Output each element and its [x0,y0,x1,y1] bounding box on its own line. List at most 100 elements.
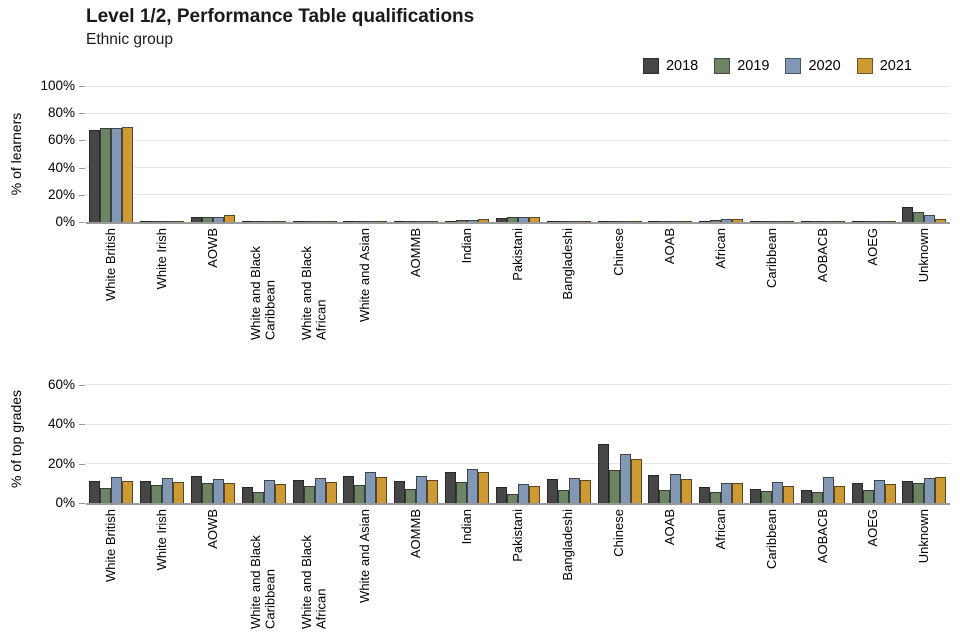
bar-top-grades-2021 [579,480,591,503]
bar-learners-2019 [252,220,264,222]
bar-top-grades-2018 [749,489,761,503]
x-label-top-grades-white-and-black-caribbean: White and Black Caribbean [248,535,278,629]
bar-top-grades-2021 [782,486,794,503]
bar-learners-2018 [597,221,609,222]
bar-top-grades-2020 [822,477,834,503]
x-label-cell-top-grades: White British [86,509,137,631]
y-tick-learners-60 [79,140,85,142]
bar-learners-2021 [427,220,439,222]
x-label-top-grades-indian: Indian [458,509,474,545]
x-label-cell-learners: Indian [442,228,493,342]
bar-learners-2021 [478,219,490,222]
bar-top-grades-2018 [800,490,812,503]
x-label-learners-bangladeshi: Bangladeshi [560,228,576,300]
bar-top-grades-2018 [191,476,203,503]
bar-learners-2020 [619,221,631,222]
x-label-top-grades-aoeg: AOEG [865,509,881,547]
x-label-cell-top-grades: AOWB [188,509,239,631]
bar-top-grades-2020 [365,472,377,503]
bar-learners-2019 [862,221,874,222]
bar-group-learners-african [696,86,747,222]
y-tick-label-learners-40: 40% [47,159,75,175]
bar-group-learners-caribbean [747,86,798,222]
x-axis-labels-top-grades: White British White Irish AOWB White and Bl… [86,509,950,631]
bar-group-learners-white-irish [137,86,188,222]
y-tick-learners-20 [79,194,85,196]
bar-learners-2019 [456,219,468,222]
bar-learners-2018 [140,221,152,222]
bar-group-top-grades-white-and-black-african [289,375,340,503]
x-label-cell-learners: Chinese [594,228,645,342]
bar-group-top-grades-aoab [645,375,696,503]
bar-learners-2018 [800,221,812,222]
bar-learners-2018 [343,220,355,222]
bar-learners-2018 [191,216,203,222]
bar-top-grades-2020 [263,480,275,503]
bar-group-top-grades-white-and-asian [340,375,391,503]
plot-top-grades [86,375,950,505]
page-title: Level 1/2, Performance Table qualificati… [86,6,475,27]
x-label-learners-chinese: Chinese [611,228,627,276]
x-label-cell-top-grades: AOAB [645,509,696,631]
x-label-learners-white-and-black-caribbean: White and Black Caribbean [248,246,278,340]
bar-learners-2020 [670,221,682,222]
bar-top-grades-2021 [325,482,337,503]
bar-learners-2020 [568,220,580,222]
bar-learners-2019 [100,128,112,222]
legend-item-2020: 2020 [785,58,841,74]
bar-learners-2021 [884,220,896,222]
bar-learners-2021 [935,218,947,222]
gridline-top-grades-60 [86,384,950,386]
legend-label-2019: 2019 [737,58,770,74]
bar-top-grades-2021 [833,486,845,503]
bar-top-grades-2021 [173,482,185,503]
y-tick-learners-0 [79,222,85,223]
bar-group-top-grades-white-british [86,375,137,503]
x-label-cell-learners: White Irish [137,228,188,342]
x-label-cell-top-grades: AOEG [848,509,899,631]
y-tick-top-grades-20 [79,463,85,465]
bar-group-top-grades-aobacb [797,375,848,503]
x-label-cell-top-grades: Pakistani [493,509,544,631]
bar-group-learners-unknown [899,86,950,222]
bar-learners-2019 [202,216,214,222]
x-label-learners-white-and-black-african: White and Black African [299,246,329,340]
bar-learners-2018 [445,220,457,222]
bar-group-top-grades-pakistani [493,375,544,503]
bar-top-grades-2020 [670,474,682,503]
bar-top-grades-2018 [343,476,355,503]
legend-label-2021: 2021 [879,58,912,74]
x-label-cell-top-grades: White Irish [137,509,188,631]
y-tick-learners-40 [79,167,85,169]
bar-top-grades-2018 [902,481,914,503]
bar-top-grades-2020 [721,483,733,503]
x-label-learners-white-and-asian: White and Asian [357,228,373,322]
x-label-cell-top-grades: Chinese [594,509,645,631]
bar-group-learners-white-and-black-caribbean [238,86,289,222]
legend-item-2018: 2018 [642,58,699,74]
bar-top-grades-2021 [528,486,540,503]
bar-top-grades-2020 [924,478,936,503]
legend: 2018 2019 2020 2021 [642,58,912,74]
bar-learners-2018 [902,207,914,222]
x-label-top-grades-pakistani: Pakistani [509,509,525,562]
bar-group-learners-pakistani [493,86,544,222]
bar-top-grades-2018 [597,443,609,503]
page-subtitle: Ethnic group [86,31,174,48]
bar-top-grades-2019 [659,490,671,503]
bar-group-learners-indian [442,86,493,222]
bar-top-grades-2018 [394,481,406,503]
bar-learners-2019 [913,212,925,222]
bar-group-top-grades-unknown [899,375,950,503]
bar-learners-2020 [365,220,377,222]
bar-top-grades-2021 [681,479,693,503]
legend-label-2018: 2018 [665,58,699,74]
x-label-learners-caribbean: Caribbean [763,228,779,288]
x-label-cell-learners: Bangladeshi [543,228,594,342]
x-label-top-grades-white-and-black-african: White and Black African [299,535,329,629]
bar-learners-2019 [506,216,518,222]
y-tick-label-learners-20: 20% [47,186,75,202]
x-label-cell-learners: Unknown [899,228,950,342]
bar-group-learners-white-and-black-african [289,86,340,222]
bar-group-top-grades-caribbean [747,375,798,503]
